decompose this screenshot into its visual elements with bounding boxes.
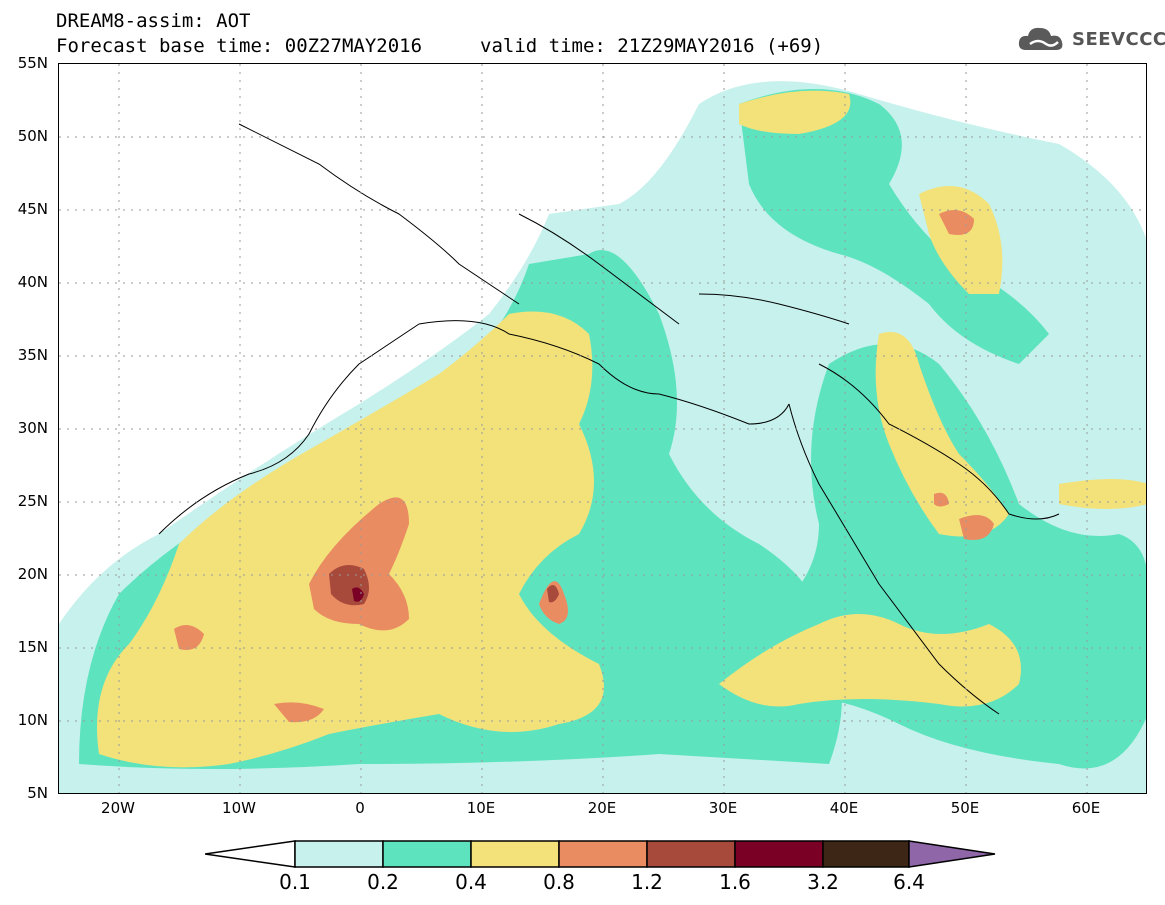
colorbar	[205, 840, 996, 868]
colorbar-label: 6.4	[893, 870, 925, 894]
colorbar-swatch	[294, 840, 384, 868]
forecast-base-time: Forecast base time: 00Z27MAY2016	[56, 35, 423, 57]
lon-label: 50E	[950, 799, 980, 817]
colorbar-swatch	[558, 840, 648, 868]
colorbar-label: 0.2	[367, 870, 399, 894]
colorbar-low-arrow	[205, 840, 296, 868]
colorbar-swatch	[822, 840, 910, 868]
map-panel	[58, 63, 1147, 794]
lat-label: 20N	[17, 565, 48, 583]
map-title: DREAM8-assim: AOT	[56, 10, 251, 32]
colorbar-swatch	[646, 840, 736, 868]
lon-label: 20E	[587, 799, 617, 817]
colorbar-label: 3.2	[807, 870, 839, 894]
lat-label: 50N	[17, 127, 48, 145]
colorbar-label: 0.4	[455, 870, 487, 894]
lon-label: 0	[355, 799, 365, 817]
lat-label: 15N	[17, 638, 48, 656]
colorbar-label: 0.1	[279, 870, 311, 894]
lat-label: 35N	[17, 346, 48, 364]
colorbar-swatch	[470, 840, 560, 868]
colorbar-label: 0.8	[543, 870, 575, 894]
lat-label: 55N	[17, 54, 48, 72]
logo-text: SEEVCCC	[1072, 28, 1165, 50]
lon-label: 10W	[222, 799, 256, 817]
lon-label: 20W	[101, 799, 135, 817]
coastlines	[158, 123, 1060, 715]
contour-level-6	[352, 587, 364, 602]
lon-label: 30E	[708, 799, 738, 817]
cloud-icon	[1018, 27, 1063, 50]
colorbar-swatch	[734, 840, 824, 868]
gridlines	[59, 64, 1146, 793]
colorbar-label: 1.6	[719, 870, 751, 894]
lat-label: 40N	[17, 273, 48, 291]
colorbar-high-arrow	[908, 840, 996, 868]
valid-time: valid time: 21Z29MAY2016 (+69)	[480, 35, 824, 57]
contour-level-4	[174, 210, 994, 723]
colorbar-label: 1.2	[631, 870, 663, 894]
lat-label: 30N	[17, 419, 48, 437]
lon-label: 60E	[1071, 799, 1101, 817]
lon-label: 10E	[466, 799, 496, 817]
lat-label: 5N	[27, 784, 48, 802]
lat-label: 45N	[17, 200, 48, 218]
seevccc-logo: SEEVCCC	[1016, 22, 1165, 56]
lat-label: 10N	[17, 711, 48, 729]
lat-label: 25N	[17, 492, 48, 510]
lon-label: 40E	[829, 799, 859, 817]
colorbar-swatch	[382, 840, 472, 868]
aot-map	[59, 64, 1146, 793]
